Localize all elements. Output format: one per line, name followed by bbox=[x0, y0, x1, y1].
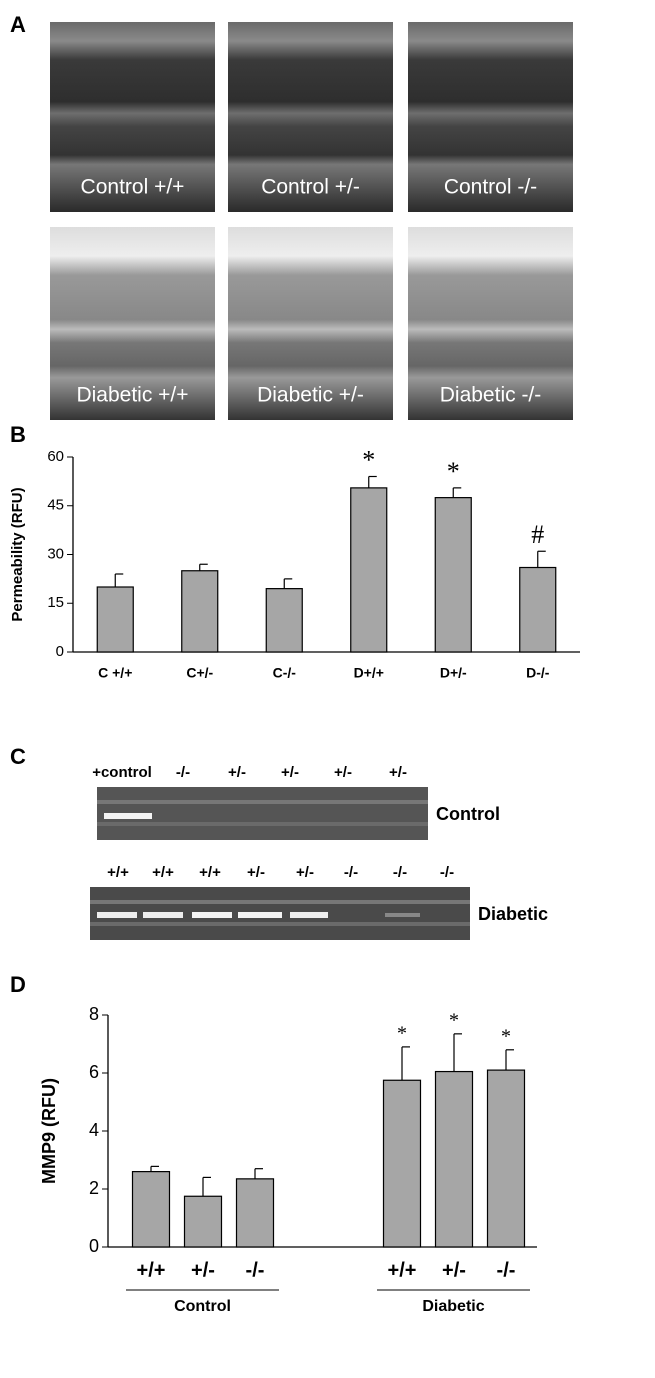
micrograph bbox=[50, 22, 215, 212]
gel-label: Diabetic bbox=[478, 904, 548, 924]
lane-label: +/+ bbox=[199, 864, 221, 881]
x-tick-label: -/- bbox=[497, 1259, 516, 1281]
y-axis-label: MMP9 (RFU) bbox=[39, 1078, 59, 1184]
group-label: Control bbox=[174, 1298, 231, 1315]
y-tick-label: 2 bbox=[89, 1178, 99, 1198]
lane-label: +/- bbox=[228, 764, 246, 781]
panel-label: C bbox=[10, 744, 26, 769]
micrograph bbox=[228, 22, 393, 212]
y-tick-label: 0 bbox=[89, 1236, 99, 1256]
lane-label: +/- bbox=[334, 764, 352, 781]
y-tick-label: 0 bbox=[56, 643, 64, 660]
gel-diabetic: +/+ +/+ +/+ +/- +/- -/- -/- -/- Diabetic bbox=[90, 864, 548, 940]
lane-label: -/- bbox=[176, 764, 190, 781]
micrograph-label: Diabetic -/- bbox=[440, 384, 542, 407]
bar bbox=[350, 487, 388, 653]
significance-mark: * bbox=[501, 1025, 511, 1047]
lane-label: +/- bbox=[281, 764, 299, 781]
y-tick-label: 30 bbox=[47, 545, 64, 562]
micrograph bbox=[408, 227, 573, 420]
bar bbox=[519, 566, 557, 653]
bar bbox=[181, 570, 219, 653]
lane-label: +/- bbox=[296, 864, 314, 881]
bar bbox=[265, 588, 303, 653]
lane-label: -/- bbox=[440, 864, 454, 881]
micrograph bbox=[408, 22, 573, 212]
y-axis-label: Permeability (RFU) bbox=[9, 487, 26, 621]
y-tick-label: 60 bbox=[47, 448, 64, 465]
micrograph-label: Control +/+ bbox=[81, 176, 185, 199]
panel-label: D bbox=[10, 972, 26, 997]
gel-control: +control -/- +/- +/- +/- +/- Control bbox=[92, 764, 500, 840]
y-tick-label: 45 bbox=[47, 497, 64, 514]
y-tick-label: 8 bbox=[89, 1004, 99, 1024]
lane-label: +/+ bbox=[152, 864, 174, 881]
x-tick-label: D-/- bbox=[526, 665, 550, 681]
x-tick-label: C+/- bbox=[186, 665, 213, 681]
micrograph-label: Control +/- bbox=[261, 176, 360, 199]
micrographs: Control +/+ Control +/- Control -/- Diabeti… bbox=[50, 22, 573, 420]
gel-label: Control bbox=[436, 804, 500, 824]
lane-label: -/- bbox=[344, 864, 358, 881]
micrograph bbox=[228, 227, 393, 420]
bar bbox=[382, 1079, 422, 1248]
micrograph bbox=[50, 227, 215, 420]
significance-mark: * bbox=[447, 457, 460, 486]
micrograph-label: Diabetic +/- bbox=[257, 384, 364, 407]
micrograph-label: Control -/- bbox=[444, 176, 537, 199]
bar bbox=[96, 586, 134, 653]
bar bbox=[434, 497, 472, 653]
x-tick-label: D+/+ bbox=[354, 665, 384, 681]
y-tick-label: 4 bbox=[89, 1120, 99, 1140]
x-tick-label: C +/+ bbox=[98, 665, 132, 681]
y-tick-label: 15 bbox=[47, 594, 64, 611]
panel-label: B bbox=[10, 422, 26, 447]
significance-mark: * bbox=[362, 445, 375, 474]
x-tick-label: -/- bbox=[246, 1259, 265, 1281]
significance-mark: * bbox=[397, 1022, 407, 1044]
bar bbox=[486, 1069, 526, 1248]
lane-label: +/+ bbox=[107, 864, 129, 881]
panel-label: A bbox=[10, 12, 26, 37]
group-label: Diabetic bbox=[422, 1298, 484, 1315]
bar bbox=[434, 1070, 474, 1248]
x-tick-label: C-/- bbox=[273, 665, 297, 681]
bar bbox=[183, 1195, 223, 1248]
x-tick-label: +/+ bbox=[388, 1259, 417, 1281]
lane-label: -/- bbox=[393, 864, 407, 881]
x-tick-label: D+/- bbox=[440, 665, 467, 681]
y-tick-label: 6 bbox=[89, 1062, 99, 1082]
micrograph-label: Diabetic +/+ bbox=[76, 384, 188, 407]
significance-mark: * bbox=[449, 1009, 459, 1031]
bar bbox=[131, 1170, 171, 1248]
significance-mark: # bbox=[531, 520, 544, 549]
x-tick-label: +/- bbox=[442, 1259, 466, 1281]
x-tick-label: +/+ bbox=[137, 1259, 166, 1281]
x-tick-label: +/- bbox=[191, 1259, 215, 1281]
lane-label: +/- bbox=[389, 764, 407, 781]
lane-label: +/- bbox=[247, 864, 265, 881]
bar bbox=[235, 1178, 275, 1248]
lane-label: +control bbox=[92, 764, 152, 781]
